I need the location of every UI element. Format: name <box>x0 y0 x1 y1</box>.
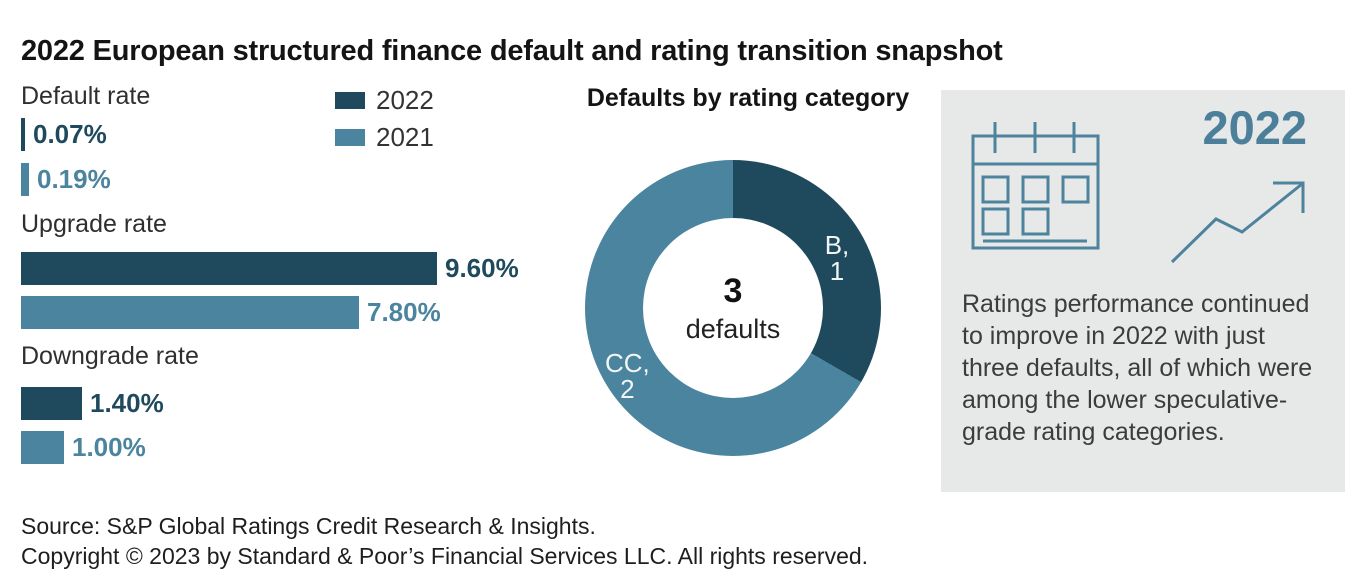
bar-row-2022: 9.60% <box>21 252 519 285</box>
bar-group-label: Upgrade rate <box>21 210 167 238</box>
footer-copyright: Copyright © 2023 by Standard & Poor’s Fi… <box>21 543 869 569</box>
footer-source: Source: S&P Global Ratings Credit Resear… <box>21 513 596 539</box>
donut-chart-title: Defaults by rating category <box>586 84 910 112</box>
bar-row-2021: 1.00% <box>21 431 146 464</box>
bar-value-label: 7.80% <box>367 297 441 327</box>
legend-label: 2022 <box>376 85 434 115</box>
bar-value-label: 1.00% <box>72 432 146 462</box>
legend-swatch <box>335 92 365 109</box>
bar-chart: Default rate 0.07% 0.19% Upgrade rate 9.60% 7… <box>0 0 560 582</box>
page-title: 2022 European structured finance default… <box>21 35 1003 68</box>
bar-2022 <box>21 118 25 151</box>
donut-center-value: 3 <box>723 271 743 310</box>
legend-item-2022: 2022 <box>335 85 434 115</box>
donut-center-label: defaults <box>685 313 781 344</box>
bar-value-label: 0.19% <box>37 164 111 194</box>
bar-value-label: 1.40% <box>90 388 164 418</box>
info-panel: 2022 Ratings performance continued to im… <box>941 90 1345 492</box>
bar-row-2022: 1.40% <box>21 387 164 420</box>
calendar-icon <box>971 122 1100 250</box>
legend-swatch <box>335 129 365 146</box>
panel-description: Ratings performance continued to improve… <box>962 290 1313 446</box>
bar-value-label: 9.60% <box>445 253 519 283</box>
trend-up-arrow-icon <box>1170 181 1305 264</box>
bar-value-label: 0.07% <box>33 119 107 149</box>
legend-label: 2021 <box>376 122 434 152</box>
panel-year-text: 2022 <box>1202 101 1307 154</box>
bar-group-label: Default rate <box>21 82 151 110</box>
bar-2021 <box>21 431 64 464</box>
bar-2021 <box>21 163 29 196</box>
bar-2021 <box>21 296 359 329</box>
bar-row-2021: 0.19% <box>21 163 111 196</box>
donut-center: 3 defaults <box>643 218 823 398</box>
footer: Source: S&P Global Ratings Credit Resear… <box>21 511 868 571</box>
donut-slice-label-B: B, 1 <box>824 230 850 286</box>
bar-2022 <box>21 252 437 285</box>
bar-row-2022: 0.07% <box>21 118 107 151</box>
legend-item-2021: 2021 <box>335 122 434 152</box>
bar-row-2021: 7.80% <box>21 296 441 329</box>
bar-2022 <box>21 387 82 420</box>
donut-slice-label-CC: CC, 2 <box>605 348 650 404</box>
donut-chart: 3 defaults B, 1 CC, 2 <box>585 160 881 456</box>
bar-group-label: Downgrade rate <box>21 342 199 370</box>
legend: 2022 2021 <box>335 85 434 152</box>
